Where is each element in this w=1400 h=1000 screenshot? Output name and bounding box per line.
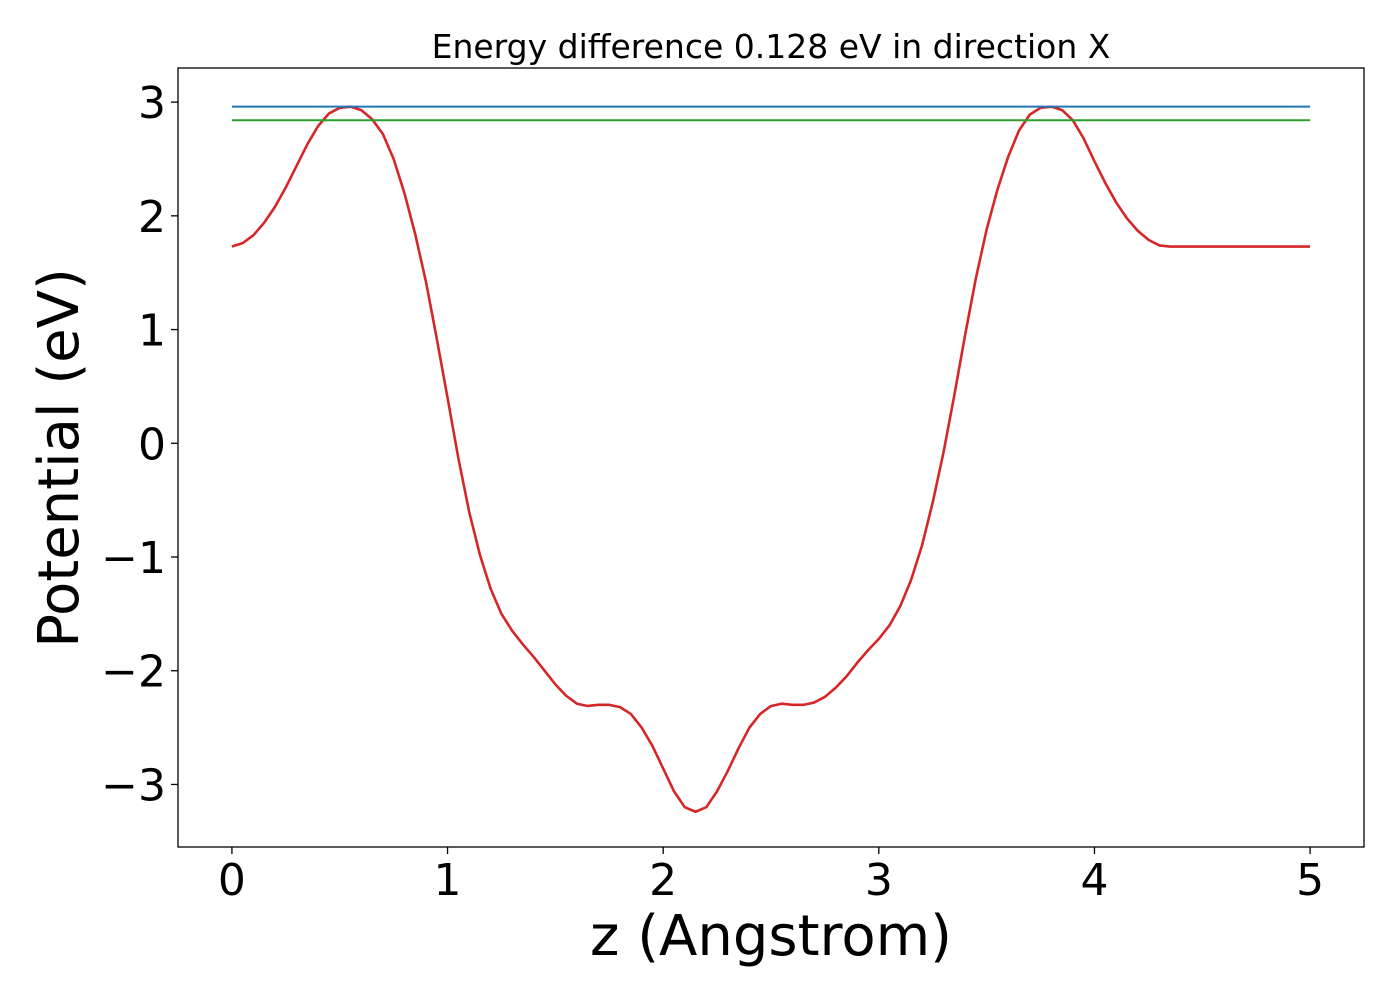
x-tick-label: 1 [434, 855, 462, 906]
y-tick-label: 1 [138, 306, 166, 357]
x-axis-label: z (Angstrom) [590, 904, 952, 969]
y-axis: −3 −2 −1 0 1 2 3 [101, 78, 178, 811]
x-tick-label: 0 [218, 855, 246, 906]
y-tick-label: 0 [138, 419, 166, 470]
plot-frame [177, 67, 1365, 848]
x-tick-label: 4 [1080, 855, 1108, 906]
y-tick-label: 2 [138, 192, 166, 243]
y-tick-label: 3 [138, 78, 166, 129]
x-tick-label: 5 [1296, 855, 1324, 906]
y-tick-label: −2 [101, 647, 166, 698]
y-tick-label: −1 [101, 533, 166, 584]
y-tick-label: −3 [101, 760, 166, 811]
x-axis: 0 1 2 3 4 5 [218, 847, 1324, 906]
x-tick-label: 2 [649, 855, 677, 906]
series-layer [231, 105, 1311, 814]
y-axis-label: Potential (eV) [27, 268, 92, 648]
series-line-1 [231, 105, 1311, 814]
x-tick-label: 3 [865, 855, 893, 906]
chart-title: Energy difference 0.128 eV in direction … [432, 27, 1111, 66]
